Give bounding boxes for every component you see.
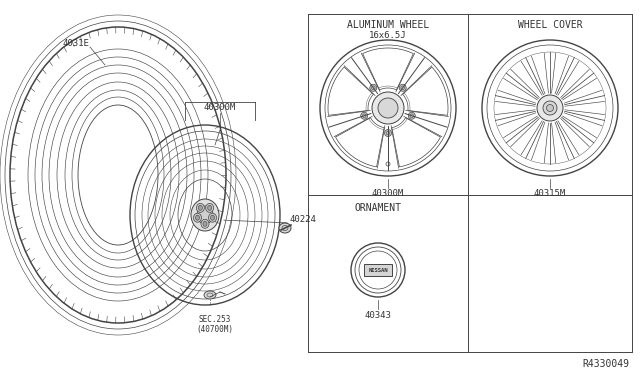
Ellipse shape: [205, 203, 214, 212]
Ellipse shape: [211, 215, 214, 220]
Text: 40315M: 40315M: [534, 189, 566, 199]
Ellipse shape: [196, 203, 204, 212]
Bar: [364, 264, 392, 276]
Ellipse shape: [385, 129, 392, 137]
Ellipse shape: [543, 101, 557, 115]
Text: R4330049: R4330049: [582, 359, 629, 369]
Text: 16x6.5J: 16x6.5J: [369, 32, 407, 41]
Ellipse shape: [195, 215, 200, 220]
Ellipse shape: [203, 221, 207, 226]
Ellipse shape: [372, 92, 404, 124]
Ellipse shape: [279, 223, 291, 233]
Ellipse shape: [361, 112, 368, 119]
Ellipse shape: [547, 105, 554, 112]
Text: WHEEL COVER: WHEEL COVER: [518, 20, 582, 30]
Ellipse shape: [378, 98, 398, 118]
Text: 40224: 40224: [290, 215, 317, 224]
Text: 40300M: 40300M: [372, 189, 404, 199]
Text: SEC.253
(40700M): SEC.253 (40700M): [196, 315, 234, 334]
Text: NISSAN: NISSAN: [368, 267, 388, 273]
Text: ORNAMENT: ORNAMENT: [355, 203, 401, 213]
Text: ALUMINUM WHEEL: ALUMINUM WHEEL: [347, 20, 429, 30]
Ellipse shape: [399, 84, 406, 91]
Ellipse shape: [201, 219, 209, 228]
Ellipse shape: [198, 205, 202, 211]
Text: 40343: 40343: [365, 311, 392, 320]
Ellipse shape: [370, 84, 377, 91]
Text: 4031E: 4031E: [63, 39, 90, 48]
Ellipse shape: [209, 213, 216, 222]
Ellipse shape: [408, 112, 415, 119]
Ellipse shape: [197, 206, 213, 224]
Ellipse shape: [191, 199, 219, 231]
Text: 40300M: 40300M: [204, 103, 236, 112]
Ellipse shape: [204, 291, 216, 299]
Ellipse shape: [537, 95, 563, 121]
Ellipse shape: [207, 205, 212, 211]
Ellipse shape: [193, 213, 202, 222]
